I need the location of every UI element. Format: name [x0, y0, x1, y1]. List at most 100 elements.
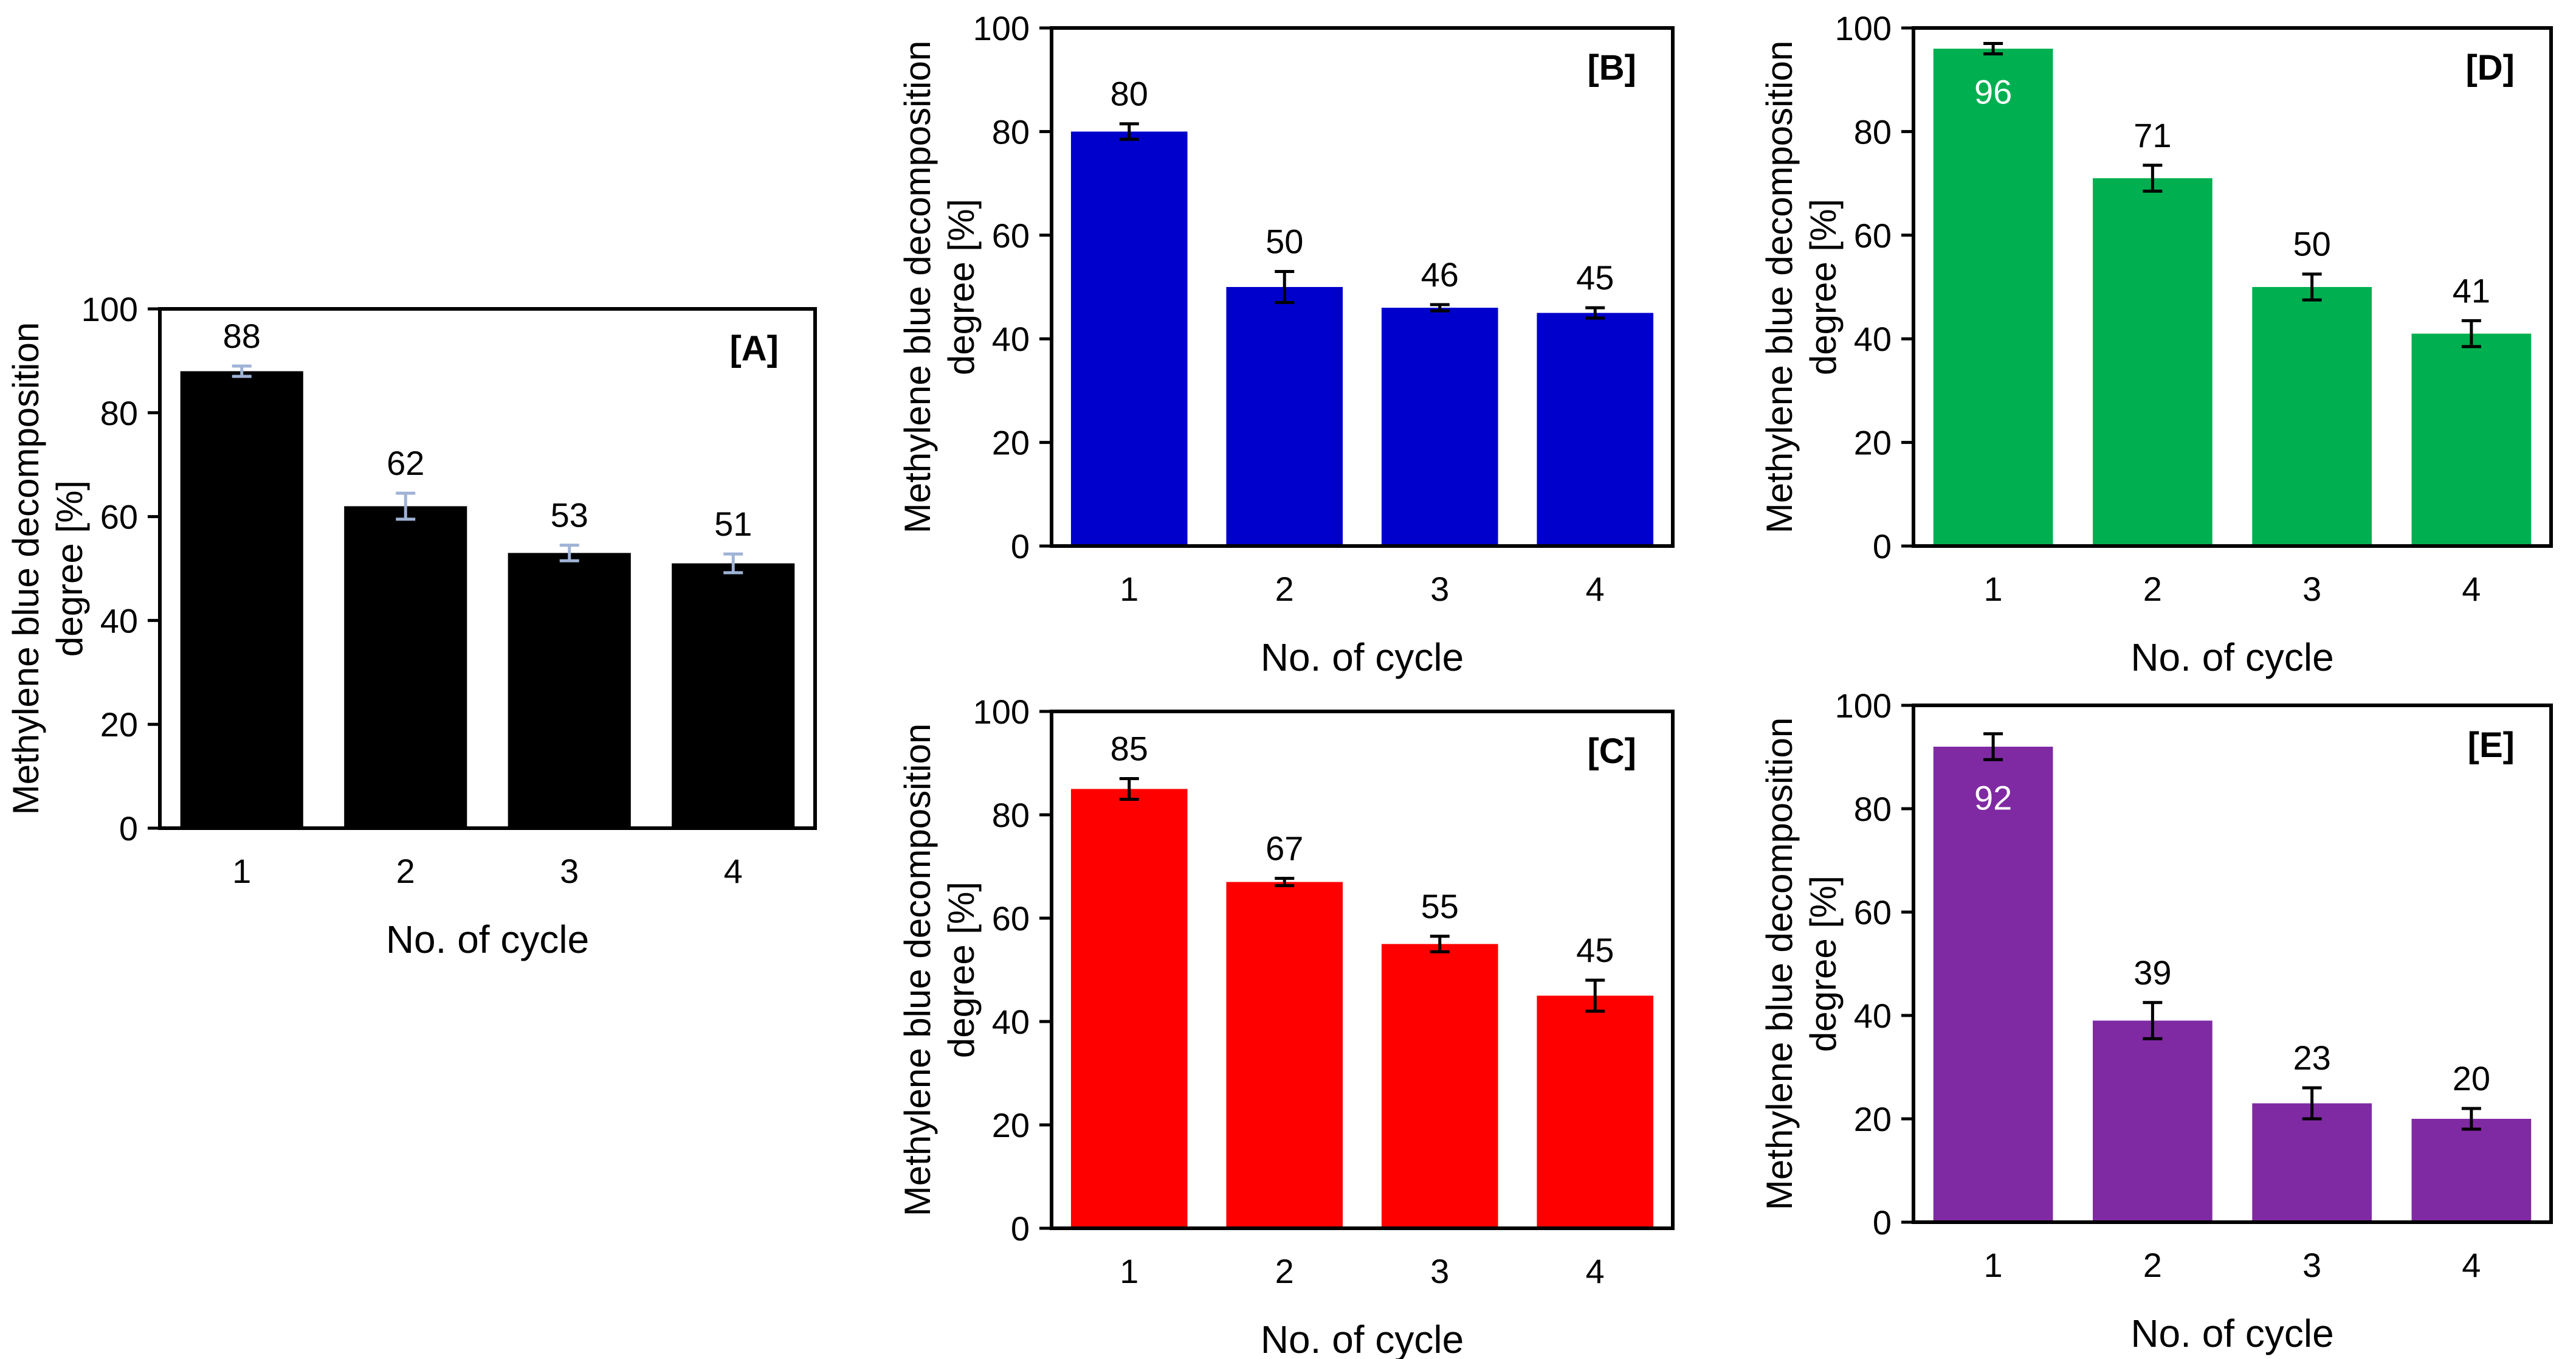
panel-label-e: [E]	[2468, 725, 2515, 765]
y-axis-title-line1-d: Methylene blue decomposition	[1759, 41, 1800, 534]
bar-e-4	[2411, 1119, 2532, 1222]
data-label-b-1: 80	[1111, 75, 1148, 113]
data-label-e-3: 23	[2293, 1039, 2330, 1077]
data-label-a-1: 88	[223, 317, 261, 355]
bar-a-1	[180, 371, 303, 828]
y-tick-label-b-60: 60	[992, 216, 1030, 255]
plot-frame-d	[1912, 26, 2553, 548]
data-label-c-1: 85	[1111, 730, 1148, 768]
bar-b-2	[1226, 287, 1343, 546]
y-axis-title-line1-a: Methylene blue decomposition	[5, 322, 46, 815]
x-tick-label-b-4: 4	[1586, 570, 1605, 608]
x-tick-label-a-3: 3	[560, 852, 579, 890]
error-bar-a-1	[232, 364, 252, 378]
y-tick-label-c-100: 100	[973, 693, 1030, 731]
error-bar-e-1	[1983, 732, 2003, 761]
y-tick-label-d-80: 80	[1854, 112, 1892, 151]
x-tick-label-d-1: 1	[1984, 570, 2003, 608]
panel-label-c: [C]	[1587, 731, 1636, 771]
error-bar-e-3	[2302, 1086, 2322, 1121]
y-tick-label-c-20: 20	[992, 1106, 1030, 1144]
y-axis-title-line1-e: Methylene blue decomposition	[1759, 718, 1800, 1211]
data-label-b-2: 50	[1266, 222, 1303, 260]
y-axis-title-line2-e: degree [%]	[1803, 876, 1844, 1052]
error-bar-c-2	[1275, 877, 1295, 887]
data-label-d-2: 71	[2133, 116, 2171, 154]
data-label-a-3: 53	[551, 496, 588, 534]
y-axis-title-line2-c: degree [%]	[941, 882, 982, 1058]
y-tick-label-c-80: 80	[992, 796, 1030, 834]
x-tick-label-e-3: 3	[2302, 1246, 2321, 1284]
y-tick-label-e-20: 20	[1854, 1100, 1892, 1138]
y-tick-label-b-20: 20	[992, 424, 1030, 462]
x-tick-label-a-1: 1	[232, 852, 251, 890]
y-tick-label-b-80: 80	[992, 112, 1030, 151]
data-label-b-4: 45	[1576, 258, 1614, 297]
data-label-c-4: 45	[1576, 931, 1614, 969]
y-tick-label-c-40: 40	[992, 1003, 1030, 1041]
y-tick-label-e-80: 80	[1854, 790, 1892, 828]
error-bar-a-3	[559, 544, 579, 562]
y-axis-title-line2-a: degree [%]	[49, 480, 90, 657]
data-label-a-4: 51	[714, 505, 752, 543]
panel-label-d: [D]	[2465, 48, 2515, 88]
data-label-d-1: 96	[1974, 73, 2012, 111]
y-tick-label-d-60: 60	[1854, 216, 1892, 255]
bar-b-1	[1070, 131, 1188, 546]
y-tick-label-b-100: 100	[973, 9, 1030, 47]
data-label-e-4: 20	[2453, 1059, 2490, 1098]
error-bar-d-1	[1983, 42, 2003, 56]
error-bar-e-2	[2143, 1001, 2163, 1040]
error-bar-b-3	[1430, 303, 1450, 313]
x-tick-label-d-3: 3	[2302, 570, 2321, 608]
x-tick-label-b-2: 2	[1275, 570, 1294, 608]
y-tick-label-a-0: 0	[119, 809, 138, 848]
error-bar-b-4	[1585, 306, 1605, 320]
data-label-c-2: 67	[1266, 829, 1303, 868]
error-bar-d-3	[2302, 272, 2322, 302]
bar-a-4	[672, 563, 795, 828]
data-label-e-1: 92	[1974, 778, 2012, 817]
bar-a-2	[344, 506, 467, 828]
x-tick-label-a-4: 4	[724, 852, 743, 890]
bar-c-1	[1070, 789, 1188, 1228]
x-tick-label-d-2: 2	[2143, 570, 2162, 608]
data-label-b-3: 46	[1421, 255, 1459, 294]
bar-c-4	[1537, 995, 1654, 1228]
bar-e-2	[2093, 1020, 2213, 1222]
error-bar-c-3	[1430, 935, 1450, 953]
error-bar-a-4	[723, 552, 743, 575]
x-axis-title-a: No. of cycle	[386, 918, 589, 961]
y-tick-label-d-100: 100	[1835, 9, 1892, 47]
bar-a-3	[508, 553, 631, 828]
x-tick-label-d-4: 4	[2462, 570, 2481, 608]
bar-c-3	[1381, 944, 1498, 1228]
y-tick-label-e-0: 0	[1873, 1203, 1892, 1242]
bar-c-2	[1226, 882, 1343, 1228]
y-tick-label-a-100: 100	[81, 290, 138, 328]
panel-label-b: [B]	[1587, 48, 1636, 88]
y-axis-title-line1-c: Methylene blue decomposition	[897, 724, 938, 1217]
data-label-d-4: 41	[2453, 271, 2490, 309]
x-tick-label-c-3: 3	[1430, 1252, 1449, 1290]
x-tick-label-c-1: 1	[1120, 1252, 1138, 1290]
y-tick-label-d-0: 0	[1873, 527, 1892, 565]
panel-label-a: [A]	[729, 329, 779, 368]
data-label-c-3: 55	[1421, 887, 1459, 925]
y-tick-label-d-20: 20	[1854, 424, 1892, 462]
bar-b-4	[1537, 313, 1654, 546]
bar-d-2	[2093, 178, 2213, 547]
bar-b-3	[1381, 308, 1498, 546]
x-axis-title-c: No. of cycle	[1261, 1318, 1464, 1359]
error-bar-b-1	[1119, 122, 1139, 141]
y-tick-label-b-0: 0	[1011, 527, 1030, 565]
y-axis-title-line1-b: Methylene blue decomposition	[897, 41, 938, 534]
y-tick-label-a-20: 20	[100, 705, 138, 744]
y-tick-label-a-80: 80	[100, 394, 138, 432]
bar-d-3	[2252, 287, 2372, 546]
error-bar-c-1	[1119, 777, 1139, 801]
